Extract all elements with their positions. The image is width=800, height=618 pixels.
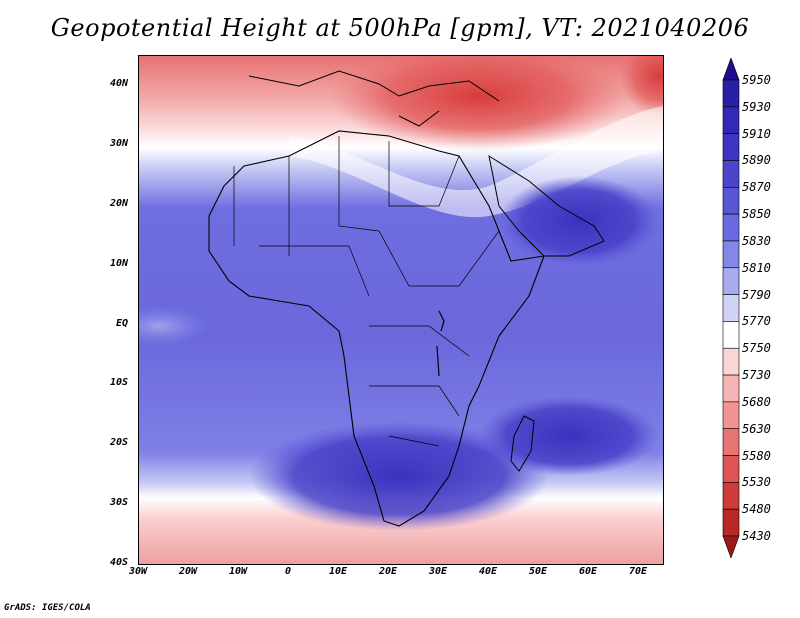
lon-label-10w: 10W (228, 566, 248, 577)
colorbar-box (722, 401, 740, 430)
rift-lakes (436, 310, 445, 377)
africa-coastline (208, 130, 545, 527)
lon-label-30w: 30W (128, 566, 148, 577)
colorbar-label: 5830 (742, 233, 771, 248)
colorbar-box (722, 240, 740, 269)
grads-credit: GrADS: IGES/COLA (4, 603, 91, 613)
colorbar-label: 5480 (742, 502, 771, 517)
lat-label-40n: 40N (109, 78, 128, 89)
lon-label-10e: 10E (328, 566, 348, 577)
country-borders (233, 136, 500, 447)
colorbar-box (722, 106, 740, 134)
colorbar-label: 5530 (742, 475, 771, 490)
map-plot-area (138, 55, 664, 565)
colorbar-label: 5870 (742, 180, 771, 195)
colorbar-label: 5680 (742, 394, 771, 409)
madagascar-coastline (510, 415, 535, 472)
colorbar-label: 5580 (742, 448, 771, 463)
colorbar-box (722, 428, 740, 456)
colorbar-box (722, 455, 740, 483)
colorbar-box (722, 482, 740, 510)
lon-label-20e: 20E (378, 566, 398, 577)
colorbar-label: 5930 (742, 99, 771, 114)
colorbar-label: 5890 (742, 153, 771, 168)
lat-label-30n: 30N (109, 138, 128, 149)
lon-label-60e: 60E (578, 566, 598, 577)
lat-label-20s: 20S (109, 437, 128, 448)
colorbar-max-arrow (722, 58, 740, 81)
arabia-coastline (488, 154, 605, 257)
lon-label-70e: 70E (628, 566, 648, 577)
colorbar-box (722, 321, 740, 349)
colorbar-label: 5810 (742, 260, 771, 275)
colorbar-label: 5750 (742, 341, 771, 356)
colorbar-label: 5430 (742, 529, 771, 543)
colorbar-label: 5790 (742, 287, 771, 302)
colorbar-box (722, 508, 740, 537)
geopotential-map (139, 56, 663, 564)
colorbar-box (722, 213, 740, 242)
lat-label-10n: 10N (109, 258, 128, 269)
map-title: Geopotential Height at 500hPa [gpm], VT:… (50, 14, 750, 42)
colorbar-min-arrow (722, 535, 740, 558)
colorbar-box (722, 79, 740, 108)
lon-label-20w: 20W (178, 566, 198, 577)
lon-label-40e: 40E (478, 566, 498, 577)
lat-label-10s: 10S (109, 377, 128, 388)
colorbar-box (722, 133, 740, 161)
colorbar-box (722, 294, 740, 322)
colorbar-label: 5850 (742, 207, 771, 222)
colorbar-box (722, 160, 740, 188)
colorbar-label: 5770 (742, 314, 771, 329)
lat-label-40s: 40S (109, 557, 128, 568)
lat-label-eq: EQ (115, 318, 128, 329)
colorbar-label: 5730 (742, 368, 771, 383)
colorbar-box (722, 347, 740, 376)
europe-coastline (248, 70, 500, 127)
colorbar-box (722, 374, 740, 403)
lon-label-30e: 30E (428, 566, 448, 577)
lon-label-50e: 50E (528, 566, 548, 577)
lat-label-30s: 30S (109, 497, 128, 508)
lon-label-0: 0 (284, 566, 292, 577)
lat-label-20n: 20N (109, 198, 128, 209)
colorbar-label: 5910 (742, 126, 771, 141)
colorbar-box (722, 186, 740, 215)
colorbar-label: 5950 (742, 73, 771, 87)
colorbar-label: 5630 (742, 421, 771, 436)
colorbar (722, 58, 740, 558)
colorbar-box (722, 267, 740, 295)
